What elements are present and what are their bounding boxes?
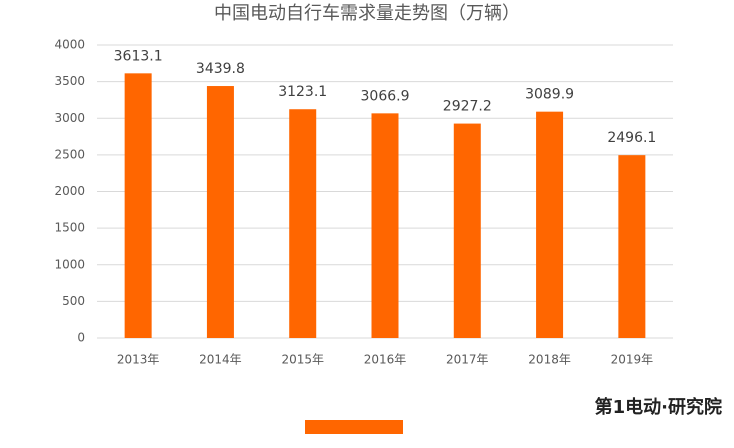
x-tick-label: 2014年 <box>199 353 242 367</box>
data-label: 3066.9 <box>361 88 410 104</box>
bar <box>371 113 399 338</box>
bar <box>206 86 234 338</box>
data-label: 2927.2 <box>443 99 492 115</box>
y-tick-label: 1500 <box>54 221 85 235</box>
y-tick-label: 2500 <box>54 147 85 161</box>
x-tick-label: 2018年 <box>528 353 571 367</box>
y-tick-label: 2000 <box>54 184 85 198</box>
x-tick-label: 2016年 <box>364 353 407 367</box>
x-tick-label: 2015年 <box>281 353 324 367</box>
bar <box>289 109 317 338</box>
bar <box>536 111 564 338</box>
bar <box>453 123 481 338</box>
x-tick-label: 2019年 <box>611 353 654 367</box>
data-label: 3089.9 <box>525 87 574 103</box>
x-tick-label: 2013年 <box>117 353 160 367</box>
y-tick-label: 1000 <box>54 257 85 271</box>
data-label: 3123.1 <box>278 84 327 100</box>
y-tick-label: 3000 <box>54 111 85 125</box>
y-tick-label: 4000 <box>54 38 85 52</box>
y-tick-label: 3500 <box>54 74 85 88</box>
chart-title: 中国电动自行车需求量走势图（万辆） <box>214 3 520 24</box>
bar <box>618 155 646 338</box>
data-label: 3613.1 <box>114 48 163 64</box>
x-tick-label: 2017年 <box>446 353 489 367</box>
y-tick-label: 0 <box>77 331 85 345</box>
bar <box>124 73 152 338</box>
data-label: 3439.8 <box>196 61 245 77</box>
data-label: 2496.1 <box>607 130 656 146</box>
logo: 第1电动·研究院 <box>595 396 722 418</box>
y-tick-label: 500 <box>62 294 85 308</box>
decor-bar <box>305 420 403 434</box>
